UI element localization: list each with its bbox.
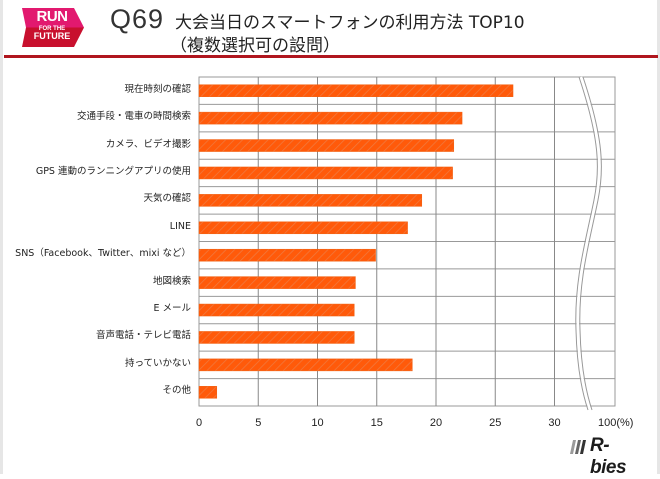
category-label: 持っていかない: [124, 357, 191, 369]
page-subtitle: （複数選択可の設問）: [170, 36, 340, 56]
bar: [198, 194, 423, 207]
r-bies-stripes-icon: [570, 440, 586, 454]
r-bies-wordmark: R-bies: [590, 435, 627, 478]
category-label: LINE: [169, 220, 191, 232]
bar: [198, 386, 218, 399]
bar: [198, 303, 355, 317]
bar: [198, 276, 356, 289]
bar: [198, 331, 355, 344]
x-axis-unit-label: 100(%): [598, 417, 634, 429]
bar: [198, 221, 408, 235]
category-label: 現在時刻の確認: [124, 83, 191, 95]
x-tick-label: 30: [548, 417, 561, 429]
x-tick-label: 15: [370, 417, 383, 429]
logo-text-for-the: FOR THE: [38, 26, 66, 32]
category-label: 天気の確認: [143, 193, 191, 205]
logo-banner-icon: [22, 8, 84, 47]
bar: [198, 166, 453, 180]
chart-gridlines: [198, 76, 616, 407]
x-tick-label: 5: [255, 417, 262, 429]
bar: [198, 84, 514, 97]
category-label: 音声電話・テレビ電話: [95, 330, 191, 342]
category-label: E メール: [153, 303, 191, 315]
category-label: GPS 連動のランニングアプリの使用: [35, 165, 191, 177]
question-number: Q69: [110, 4, 165, 34]
title-divider: [4, 55, 658, 58]
category-label: SNS（Facebook、Twitter、mixi など）: [15, 248, 191, 260]
logo-text-run: RUN: [36, 8, 69, 25]
run-for-the-future-logo: RUN FOR THE FUTURE: [22, 8, 84, 47]
category-label: 交通手段・電車の時間検索: [76, 111, 191, 123]
x-tick-label: 20: [429, 417, 443, 429]
category-label: カメラ、ビデオ撮影: [105, 138, 191, 150]
bar: [198, 248, 376, 262]
logo-text-future: FUTURE: [33, 31, 71, 41]
bar: [198, 139, 455, 152]
category-label: 地図検索: [152, 275, 191, 287]
x-tick-label: 10: [311, 417, 324, 429]
axis-break-mark: [575, 76, 602, 411]
page-title: 大会当日のスマートフォンの利用方法 TOP10: [175, 13, 525, 33]
page-edge-left: [0, 0, 3, 474]
page-edge-right: [657, 0, 660, 474]
category-label: その他: [162, 385, 191, 397]
x-tick-label: 0: [195, 417, 203, 429]
bar: [198, 111, 463, 125]
bar: [198, 358, 413, 372]
x-tick-label: 25: [489, 417, 502, 429]
chart-bars: [198, 84, 514, 399]
